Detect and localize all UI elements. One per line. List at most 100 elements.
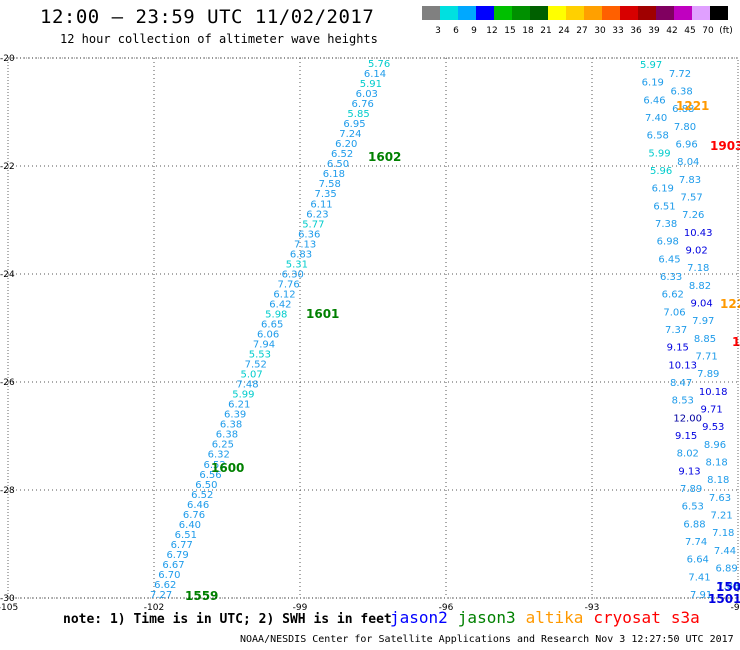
wave-height-label: 8.82 [689,281,711,292]
wave-height-label: 5.31 [286,259,308,270]
wave-height-label: 5.98 [265,309,287,320]
wave-height-label: 6.21 [228,400,250,411]
colorbar-swatch [494,6,512,20]
wave-height-label: 6.19 [642,78,664,89]
wave-height-label: 6.38 [671,87,693,98]
colorbar-tick-label: 39 [648,26,660,36]
wave-height-label: 6.30 [282,269,304,280]
colorbar-swatch [548,6,566,20]
latitude-tick-label: -24 [0,270,15,280]
colorbar-tick-label: 36 [630,26,642,36]
colorbar-swatch [458,6,476,20]
colorbar-tick-label: 18 [522,26,534,36]
wave-height-label: 7.71 [696,352,718,363]
wave-height-label: 5.85 [347,109,369,120]
wave-height-label: 6.38 [216,430,238,441]
wave-height-label: 7.52 [245,360,267,371]
wave-height-label: 7.57 [681,193,703,204]
wave-height-label: 9.02 [686,246,708,257]
wave-height-label: 6.98 [657,237,679,248]
wave-height-label: 7.44 [714,546,736,557]
wave-height-label: 7.21 [711,511,733,522]
wave-height-label: 8.04 [677,157,699,168]
wave-height-label: 5.99 [232,390,254,401]
wave-height-label: 6.39 [224,410,246,421]
wave-height-label: 7.72 [669,69,691,80]
wave-height-label: 6.96 [676,140,698,151]
colorbar-swatch [584,6,602,20]
wave-height-label: 7.27 [150,590,172,601]
longitude-tick-label: -105 [0,603,18,613]
wave-height-label: 6.46 [187,500,209,511]
wave-height-label: 6.50 [195,480,217,491]
wave-height-label: 7.91 [690,590,712,601]
wave-height-label: 12.00 [673,413,702,424]
wave-height-label: 9.15 [667,343,689,354]
wave-height-label: 6.50 [327,159,349,170]
footer-note: note: 1) Time is in UTC; 2) SWH is in fe… [63,612,392,627]
longitude-tick-label: -90 [731,603,740,613]
wave-height-label: 7.83 [679,175,701,186]
colorbar-tick-label: 33 [612,26,623,36]
pass-time-label: 122 [720,297,740,311]
wave-height-label: 6.12 [273,289,295,300]
wave-height-label: 6.70 [158,570,180,581]
pass-time-label: 1221 [676,99,709,113]
colorbar-tick-label: (ft) [719,26,732,36]
wave-height-label: 6.14 [364,69,386,80]
legend-cryosat: cryosat [593,608,661,627]
pass-time-label: 1601 [306,307,339,321]
legend-s3a: s3a [670,608,700,627]
colorbar-tick-label: 3 [435,26,441,36]
wave-height-label: 7.97 [692,316,714,327]
wave-height-label: 6.23 [306,209,328,220]
colorbar-swatch [422,6,440,20]
longitude-tick-label: -96 [439,603,454,613]
wave-height-label: 6.06 [257,330,279,341]
wave-height-label: 6.88 [672,104,694,115]
colorbar-swatch [638,6,656,20]
wave-height-label: 6.32 [208,450,230,461]
colorbar-tick-label: 15 [504,26,515,36]
colorbar-swatch [656,6,674,20]
wave-height-label: 6.89 [716,564,738,575]
wave-height-label: 6.11 [310,199,332,210]
colorbar-tick-label: 21 [540,26,551,36]
wave-height-label: 6.36 [298,229,320,240]
wave-height-label: 6.40 [179,520,201,531]
wave-height-label: 6.33 [660,272,682,283]
wave-height-label: 6.53 [682,502,704,513]
wave-height-label: 7.94 [253,340,275,351]
colorbar-swatch [476,6,494,20]
wave-height-label: 6.52 [191,490,213,501]
wave-height-label: 6.67 [162,560,184,571]
wave-height-label: 6.76 [183,510,205,521]
wave-height-label: 7.58 [319,179,341,190]
wave-height-label: 6.03 [356,89,378,100]
colorbar-tick-label: 30 [594,26,606,36]
wave-height-label: 9.53 [702,422,724,433]
wave-height-label: 8.18 [706,458,728,469]
colorbar-tick-label: 9 [471,26,477,36]
wave-height-label: 6.65 [261,319,283,330]
map-frame [7,57,739,599]
colorbar-swatch [566,6,584,20]
wave-height-label: 7.89 [697,369,719,380]
wave-height-label: 8.18 [707,475,729,486]
pass-time-label: 1501 [708,592,740,606]
wave-height-label: 7.18 [687,263,709,274]
wave-height-label: 6.56 [199,470,221,481]
wave-height-label: 10.13 [668,360,697,371]
wave-height-label: 7.13 [294,239,316,250]
wave-height-label: 7.83 [717,581,739,592]
wave-height-label: 6.64 [687,555,709,566]
longitude-tick-label: -93 [585,603,600,613]
wave-height-label: 6.76 [352,99,374,110]
wave-height-label: 6.88 [683,519,705,530]
colorbar-tick-label: 6 [453,26,459,36]
wave-height-label: 10.43 [684,228,713,239]
legend-jason3: jason3 [457,608,516,627]
wave-height-label: 6.20 [335,139,357,150]
map-title: 12:00 — 23:59 UTC 11/02/2017 [40,6,375,28]
